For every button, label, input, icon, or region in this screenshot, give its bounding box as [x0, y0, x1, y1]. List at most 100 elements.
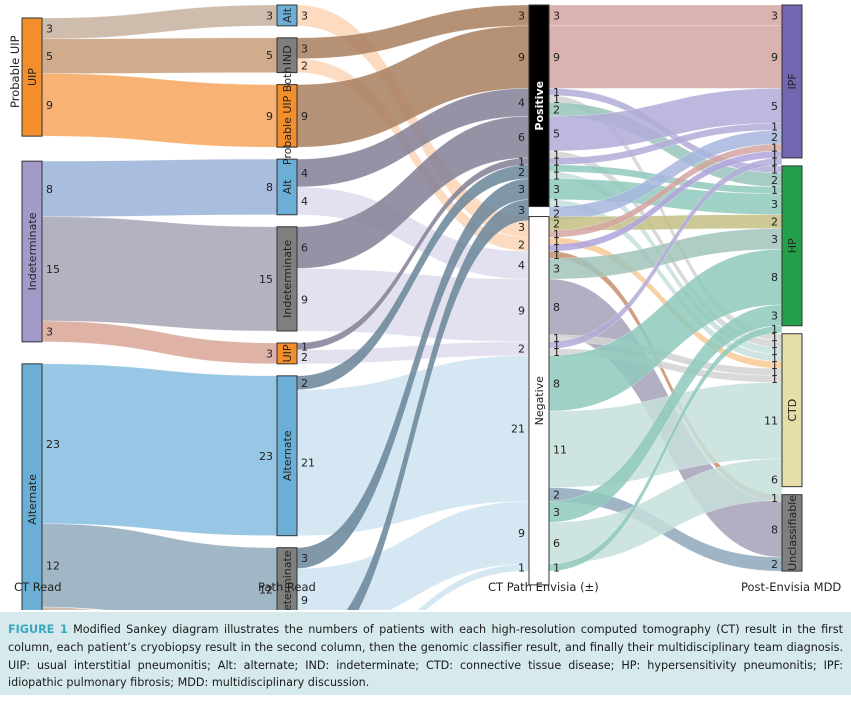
sankey-node-p-ind-uip	[276, 342, 298, 365]
sankey-node-mdd-unc	[781, 494, 803, 572]
link-value-label: 3	[771, 9, 778, 22]
link-value-label: 1	[553, 346, 560, 359]
sankey-node-p-ind-alt	[276, 158, 298, 216]
link-value-label: 1	[771, 323, 778, 336]
link-value-label: 15	[46, 263, 60, 276]
sankey-link	[548, 4, 783, 27]
link-value-label: 11	[553, 443, 567, 456]
sankey-node-env-pos	[528, 4, 550, 208]
sankey-link	[548, 157, 783, 349]
link-value-label: 21	[511, 423, 525, 436]
sankey-node-mdd-hp	[781, 165, 803, 327]
node-label: Alt	[281, 7, 294, 23]
link-value-label: 2	[553, 208, 560, 221]
link-value-label: 9	[518, 527, 525, 540]
link-value-label: 23	[259, 450, 273, 463]
sankey-node-p-alt-ind	[276, 547, 298, 610]
link-value-label: 2	[518, 343, 525, 356]
link-value-label: 6	[518, 131, 525, 144]
link-value-label: 1	[771, 331, 778, 344]
link-value-label: 3	[518, 183, 525, 196]
link-value-label: 3	[301, 9, 308, 22]
sankey-node-p-uip-ind	[276, 37, 298, 74]
column-title-mdd: Post-Envisia MDD	[741, 580, 841, 594]
node-label: UIP	[26, 68, 39, 86]
link-value-label: 1	[771, 345, 778, 358]
sankey-link	[41, 606, 96, 610]
link-value-label: 2	[771, 558, 778, 571]
column-title-ct-read: CT Read	[14, 580, 62, 594]
link-value-label: 3	[553, 9, 560, 22]
link-value-label: 3	[771, 309, 778, 322]
node-label: Indeterminate	[281, 240, 294, 318]
link-value-label: 1	[553, 249, 560, 262]
link-value-label: 1	[553, 162, 560, 175]
link-value-label: 1	[553, 235, 560, 248]
link-value-label: 1	[553, 562, 560, 575]
link-value-label: 3	[301, 42, 308, 55]
link-value-label: 5	[771, 100, 778, 113]
link-value-label: 2	[518, 166, 525, 179]
link-value-label: 15	[259, 273, 273, 286]
link-value-label: 9	[553, 51, 560, 64]
link-value-label: 3	[518, 9, 525, 22]
sankey-node-env-neg	[528, 216, 550, 586]
link-value-label: 12	[46, 559, 60, 572]
node-label: Probable UIP Both	[281, 67, 294, 165]
sankey-link	[41, 4, 278, 40]
link-value-label: 4	[301, 195, 308, 208]
sankey-node-mdd-ctd	[781, 333, 803, 488]
column-title-envisia: CT Path Envisia (±)	[488, 580, 599, 594]
node-label: IND	[281, 45, 294, 65]
link-value-label: 8	[771, 271, 778, 284]
link-value-label: 1	[553, 93, 560, 106]
link-value-label: 8	[266, 181, 273, 194]
link-value-label: 11	[764, 415, 778, 428]
link-value-label: 1	[771, 121, 778, 134]
link-value-label: 2	[553, 489, 560, 502]
link-value-label: 3	[553, 183, 560, 196]
link-value-label: 3	[46, 22, 53, 35]
link-value-label: 3	[46, 325, 53, 338]
link-value-label: 8	[553, 377, 560, 390]
link-value-label: 1	[518, 155, 525, 168]
link-value-label: 1	[771, 359, 778, 372]
link-value-label: 1	[553, 242, 560, 255]
side-label-probable-uip: Probable UIP	[8, 35, 22, 108]
figure-label: FIGURE 1	[8, 623, 68, 636]
link-value-label: 9	[518, 304, 525, 317]
sankey-link	[548, 325, 783, 572]
link-value-label: 1	[771, 163, 778, 176]
labels-layer: 3355998815153323231212443333229944446699…	[26, 7, 799, 610]
link-value-label: 12	[259, 583, 273, 596]
link-value-label: 3	[518, 204, 525, 217]
link-value-label: 2	[553, 218, 560, 231]
link-value-label: 2	[518, 238, 525, 251]
link-value-label: 2	[301, 377, 308, 390]
link-value-label: 1	[553, 197, 560, 210]
link-value-label: 2	[553, 103, 560, 116]
link-value-label: 2	[771, 131, 778, 144]
node-label: UIP	[281, 344, 294, 362]
link-value-label: 3	[553, 506, 560, 519]
link-value-label: 1	[771, 492, 778, 505]
sankey-link	[41, 73, 278, 148]
node-label: Positive	[533, 81, 546, 131]
link-value-label: 6	[771, 474, 778, 487]
link-value-label: 1	[771, 352, 778, 365]
link-value-label: 6	[553, 537, 560, 550]
link-value-label: 1	[553, 155, 560, 168]
link-value-label: 5	[553, 128, 560, 141]
sankey-link	[41, 216, 278, 332]
sankey-link	[41, 158, 278, 218]
node-label: Alternate	[26, 474, 39, 525]
node-label: HP	[786, 238, 799, 253]
sankey-node-p-ind-ind	[276, 226, 298, 332]
node-label: Negative	[533, 376, 546, 426]
column-title-path-read: Path Read	[258, 580, 316, 594]
link-value-label: 3	[553, 263, 560, 276]
sankey-node-ct-alt	[21, 363, 43, 610]
link-value-label: 3	[771, 198, 778, 211]
sankey-node-p-uip-both	[276, 84, 298, 148]
link-value-label: 4	[301, 167, 308, 180]
